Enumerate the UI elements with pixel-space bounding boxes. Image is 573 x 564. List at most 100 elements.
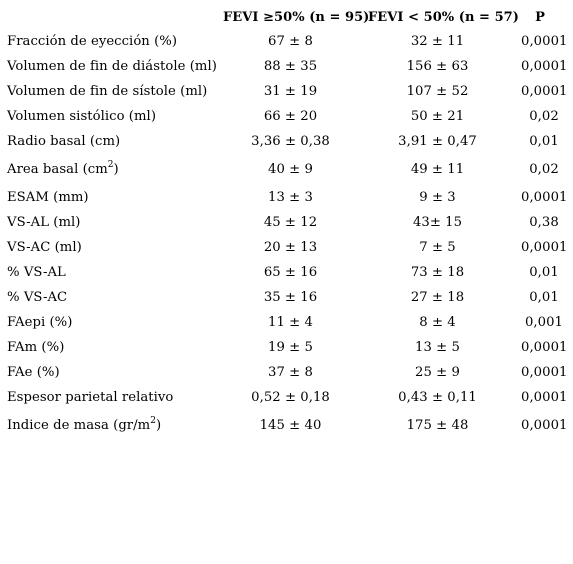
row-label: Volumen de fin de diástole (ml)	[7, 54, 223, 79]
header-p-value: P	[535, 10, 545, 25]
table-body: Fracción de eyección (%) 67 ± 8 32 ± 11 0,0…	[7, 29, 567, 441]
row-label: % VS-AC	[7, 285, 223, 310]
fevi-low-value: 49 ± 11	[410, 162, 465, 177]
row-label: Espesor parietal relativo	[7, 385, 223, 410]
fevi-low-value: 13 ± 5	[415, 340, 460, 355]
fevi-high-value: 3,36 ± 0,38	[251, 134, 330, 149]
table-row: Espesor parietal relativo 0,52 ± 0,18 0,43…	[7, 385, 567, 410]
row-label: Area basal (cm2)	[7, 154, 223, 185]
row-label: Radio basal (cm)	[7, 129, 223, 154]
row-label-superscript: 2	[150, 416, 156, 426]
p-value: 0,0001	[521, 84, 568, 99]
table-row: Indice de masa (gr/m2) 145 ± 40 175 ± 48 0,…	[7, 410, 567, 441]
row-label: VS-AL (ml)	[7, 210, 223, 235]
header-row: FEVI ≥50% (n = 95) FEVI < 50% (n = 57) P	[7, 6, 567, 29]
row-label: Volumen sistólico (ml)	[7, 104, 223, 129]
row-label-text: Radio basal (cm)	[7, 134, 121, 149]
p-value: 0,02	[529, 109, 559, 124]
table-row: % VS-AL 65 ± 16 73 ± 18 0,01	[7, 260, 567, 285]
row-label-text: ESAM (mm)	[7, 190, 89, 205]
table-row: VS-AL (ml) 45 ± 12 43± 15 0,38	[7, 210, 567, 235]
fevi-low-value: 3,91 ± 0,47	[398, 134, 477, 149]
p-value: 0,0001	[521, 340, 568, 355]
row-label: ESAM (mm)	[7, 185, 223, 210]
fevi-low-value: 9 ± 3	[419, 190, 456, 205]
fevi-high-value: 31 ± 19	[263, 84, 318, 99]
row-label: % VS-AL	[7, 260, 223, 285]
fevi-high-value: 37 ± 8	[268, 365, 313, 380]
fevi-low-value: 50 ± 21	[410, 109, 465, 124]
data-table-container: FEVI ≥50% (n = 95) FEVI < 50% (n = 57) P…	[7, 6, 567, 441]
header-fevi-high: FEVI ≥50% (n = 95)	[223, 10, 370, 25]
table-header: FEVI ≥50% (n = 95) FEVI < 50% (n = 57) P	[7, 6, 567, 29]
row-label: VS-AC (ml)	[7, 235, 223, 260]
fevi-high-value: 145 ± 40	[259, 418, 322, 433]
p-value: 0,0001	[521, 365, 568, 380]
table-row: Fracción de eyección (%) 67 ± 8 32 ± 11 0,0…	[7, 29, 567, 54]
row-label-superscript: 2	[107, 160, 114, 170]
p-value: 0,02	[529, 162, 559, 177]
row-label: FAepi (%)	[7, 310, 223, 335]
table-row: % VS-AC 35 ± 16 27 ± 18 0,01	[7, 285, 567, 310]
p-value: 0,0001	[521, 190, 568, 205]
fevi-high-value: 66 ± 20	[263, 109, 318, 124]
table-row: Volumen de fin de sístole (ml) 31 ± 19 107…	[7, 79, 567, 104]
fevi-high-value: 40 ± 9	[268, 162, 313, 177]
row-label-text: FAepi (%)	[7, 315, 73, 330]
row-label-text: FAm (%)	[7, 340, 65, 355]
comparison-table: FEVI ≥50% (n = 95) FEVI < 50% (n = 57) P…	[7, 6, 567, 441]
p-value: 0,0001	[521, 240, 568, 255]
p-value: 0,38	[529, 215, 559, 230]
p-value: 0,0001	[521, 418, 568, 433]
row-label-text: Indice de masa (gr/m	[7, 418, 151, 433]
table-row: VS-AC (ml) 20 ± 13 7 ± 5 0,0001	[7, 235, 567, 260]
fevi-high-value: 13 ± 3	[268, 190, 313, 205]
row-label: Volumen de fin de sístole (ml)	[7, 79, 223, 104]
fevi-low-value: 7 ± 5	[419, 240, 456, 255]
row-label: FAm (%)	[7, 335, 223, 360]
fevi-high-value: 19 ± 5	[268, 340, 313, 355]
p-value: 0,01	[529, 265, 559, 280]
table-row: Radio basal (cm) 3,36 ± 0,38 3,91 ± 0,47 0,…	[7, 129, 567, 154]
row-label-text: FAe (%)	[7, 365, 60, 380]
p-value: 0,0001	[521, 390, 568, 405]
fevi-high-value: 88 ± 35	[263, 59, 318, 74]
fevi-low-value: 0,43 ± 0,11	[398, 390, 477, 405]
row-label-suffix: )	[156, 418, 162, 433]
p-value: 0,0001	[521, 59, 568, 74]
fevi-low-value: 8 ± 4	[419, 315, 456, 330]
row-label: Fracción de eyección (%)	[7, 29, 223, 54]
table-row: Volumen sistólico (ml) 66 ± 20 50 ± 21 0,02	[7, 104, 567, 129]
table-row: FAepi (%) 11 ± 4 8 ± 4 0,001	[7, 310, 567, 335]
fevi-low-value: 73 ± 18	[410, 265, 465, 280]
fevi-high-value: 11 ± 4	[268, 315, 313, 330]
fevi-high-value: 20 ± 13	[263, 240, 318, 255]
fevi-low-value: 43± 15	[412, 215, 463, 230]
row-label: FAe (%)	[7, 360, 223, 385]
fevi-low-value: 27 ± 18	[410, 290, 465, 305]
row-label-suffix: )	[113, 162, 119, 177]
p-value: 0,01	[529, 290, 559, 305]
table-row: Volumen de fin de diástole (ml) 88 ± 35 15…	[7, 54, 567, 79]
row-label-text: % VS-AL	[7, 265, 66, 280]
fevi-low-value: 107 ± 52	[406, 84, 469, 99]
row-label-text: Volumen de fin de diástole (ml)	[7, 59, 217, 74]
row-label: Indice de masa (gr/m2)	[7, 410, 223, 441]
table-row: FAm (%) 19 ± 5 13 ± 5 0,0001	[7, 335, 567, 360]
row-label-text: % VS-AC	[7, 290, 68, 305]
table-row: FAe (%) 37 ± 8 25 ± 9 0,0001	[7, 360, 567, 385]
p-value: 0,001	[524, 315, 563, 330]
row-label-text: Volumen sistólico (ml)	[7, 109, 157, 124]
p-value: 0,01	[529, 134, 559, 149]
p-value: 0,0001	[521, 34, 568, 49]
fevi-high-value: 0,52 ± 0,18	[251, 390, 330, 405]
fevi-low-value: 32 ± 11	[410, 34, 465, 49]
row-label-text: VS-AL (ml)	[7, 215, 81, 230]
fevi-low-value: 25 ± 9	[415, 365, 460, 380]
header-label-empty	[7, 6, 223, 29]
table-row: Area basal (cm2) 40 ± 9 49 ± 11 0,02	[7, 154, 567, 185]
row-label-text: Volumen de fin de sístole (ml)	[7, 84, 208, 99]
fevi-low-value: 175 ± 48	[406, 418, 469, 433]
fevi-high-value: 35 ± 16	[263, 290, 318, 305]
row-label-text: Espesor parietal relativo	[7, 390, 174, 405]
